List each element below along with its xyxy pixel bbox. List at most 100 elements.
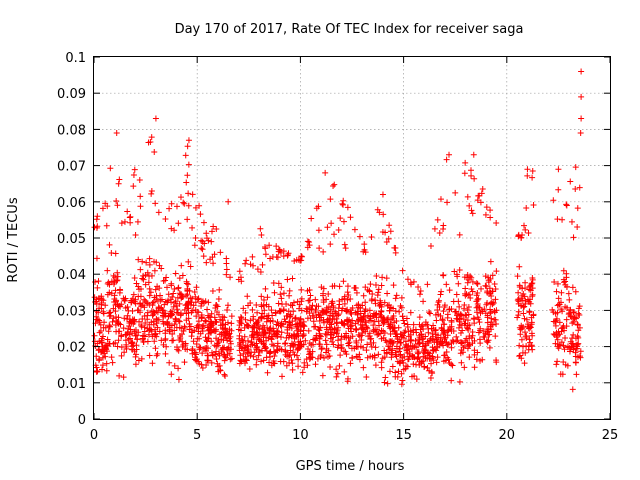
data-point xyxy=(390,339,397,346)
data-point xyxy=(212,318,219,325)
data-point xyxy=(120,325,127,332)
data-point xyxy=(275,300,282,307)
data-point xyxy=(380,211,387,218)
data-point xyxy=(192,234,199,241)
data-point xyxy=(247,317,254,324)
data-point xyxy=(344,289,351,296)
data-point xyxy=(555,186,562,193)
data-point xyxy=(224,302,231,309)
data-point xyxy=(262,251,269,258)
data-point xyxy=(172,315,179,322)
data-point xyxy=(298,298,305,305)
data-point xyxy=(259,261,266,268)
data-point xyxy=(261,329,268,336)
data-point xyxy=(277,308,284,315)
data-point xyxy=(568,313,575,320)
data-point xyxy=(407,328,414,335)
data-point xyxy=(225,198,232,205)
data-point xyxy=(464,325,471,332)
data-point xyxy=(104,280,111,287)
data-point xyxy=(150,311,157,318)
data-point xyxy=(570,309,577,316)
data-point xyxy=(193,351,200,358)
data-point xyxy=(420,326,427,333)
data-point xyxy=(443,281,450,288)
data-point xyxy=(456,303,463,310)
data-point xyxy=(213,343,220,350)
data-point xyxy=(358,337,365,344)
data-point xyxy=(352,320,359,327)
data-point xyxy=(330,341,337,348)
data-point xyxy=(185,202,192,209)
data-point xyxy=(108,290,115,297)
data-point xyxy=(317,333,324,340)
data-point xyxy=(484,339,491,346)
data-point xyxy=(457,321,464,328)
data-point xyxy=(419,343,426,350)
data-point xyxy=(216,362,223,369)
data-point xyxy=(99,354,106,361)
data-point xyxy=(434,343,441,350)
data-point xyxy=(330,182,337,189)
data-point xyxy=(183,292,190,299)
data-point xyxy=(293,256,300,263)
data-point xyxy=(487,258,494,265)
data-point xyxy=(570,318,577,325)
data-point xyxy=(198,298,205,305)
data-point xyxy=(416,321,423,328)
data-point xyxy=(135,256,142,263)
data-point xyxy=(185,309,192,316)
data-point xyxy=(266,327,273,334)
data-point xyxy=(128,340,135,347)
data-point xyxy=(118,220,125,227)
data-point xyxy=(286,314,293,321)
data-point xyxy=(92,279,99,286)
data-point xyxy=(305,346,312,353)
data-point xyxy=(477,357,484,364)
data-point xyxy=(578,93,585,100)
data-point xyxy=(341,293,348,300)
data-point xyxy=(398,370,405,377)
data-point xyxy=(485,279,492,286)
data-point xyxy=(197,211,204,218)
data-point xyxy=(416,291,423,298)
data-point xyxy=(516,353,523,360)
data-point xyxy=(457,350,464,357)
data-point xyxy=(484,288,491,295)
data-point xyxy=(563,202,570,209)
data-point xyxy=(458,346,465,353)
data-point xyxy=(302,337,309,344)
data-point xyxy=(474,289,481,296)
data-point xyxy=(254,266,261,273)
data-point xyxy=(151,294,158,301)
data-point xyxy=(298,343,305,350)
data-point xyxy=(360,313,367,320)
data-point xyxy=(295,363,302,370)
data-point xyxy=(572,359,579,366)
data-point xyxy=(359,302,366,309)
data-point xyxy=(148,272,155,279)
data-point xyxy=(492,285,499,292)
data-point xyxy=(285,353,292,360)
data-point xyxy=(288,325,295,332)
data-point xyxy=(355,304,362,311)
data-point xyxy=(175,365,182,372)
data-point xyxy=(466,202,473,209)
data-point xyxy=(389,315,396,322)
data-point xyxy=(274,343,281,350)
data-point xyxy=(347,325,354,332)
data-point xyxy=(183,278,190,285)
data-point xyxy=(335,227,342,234)
data-point xyxy=(444,311,451,318)
data-point xyxy=(249,306,256,313)
data-point xyxy=(530,201,537,208)
data-point xyxy=(387,228,394,235)
data-point xyxy=(271,360,278,367)
data-point xyxy=(289,302,296,309)
data-point xyxy=(110,272,117,279)
data-point xyxy=(446,359,453,366)
data-point xyxy=(271,352,278,359)
y-tick-label: 0.06 xyxy=(57,196,86,211)
data-point xyxy=(434,306,441,313)
data-point xyxy=(151,149,158,156)
